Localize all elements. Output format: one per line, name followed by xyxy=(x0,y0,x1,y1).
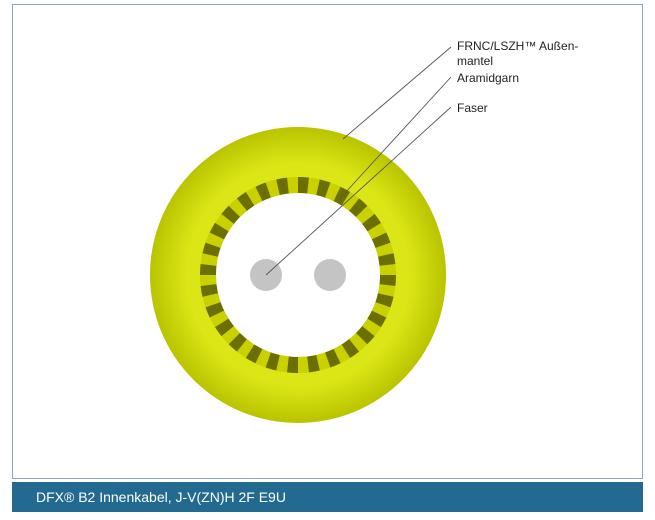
aramid-strand xyxy=(200,264,217,275)
cable-diagram xyxy=(13,5,644,480)
caption-bar: DFX® B2 Innenkabel, J-V(ZN)H 2F E9U xyxy=(12,482,643,512)
inner-core xyxy=(216,193,380,357)
aramid-strand xyxy=(287,356,298,373)
label-aramid-yarn: Aramidgarn xyxy=(457,71,519,86)
fiber-right xyxy=(314,259,346,291)
diagram-frame: FRNC/LSZH™ Außen-mantel Aramidgarn Faser xyxy=(12,4,643,479)
label-outer-jacket: FRNC/LSZH™ Außen-mantel xyxy=(457,39,578,69)
label-fiber: Faser xyxy=(457,101,488,116)
caption-text: DFX® B2 Innenkabel, J-V(ZN)H 2F E9U xyxy=(36,489,286,505)
aramid-strand xyxy=(379,275,396,286)
leader-outer xyxy=(343,47,451,139)
aramid-strand xyxy=(298,177,309,194)
